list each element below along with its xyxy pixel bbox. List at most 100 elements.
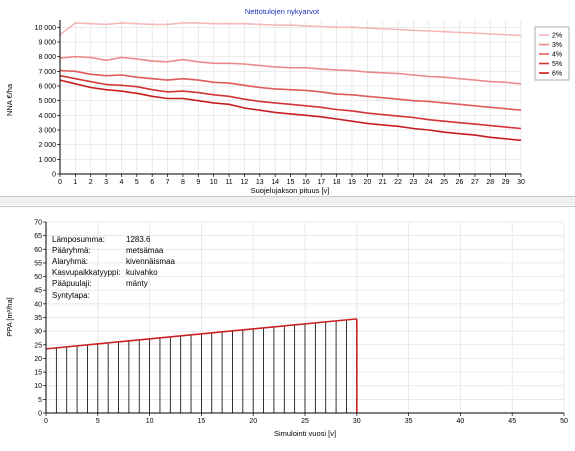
x-tick-label: 35 <box>405 418 413 425</box>
x-tick-label: 5 <box>135 179 139 186</box>
x-tick-label: 18 <box>333 179 341 186</box>
site-info: Lämposumma: 1283.6 Pääryhmä: metsämaa Al… <box>52 235 175 300</box>
y-tick-label: 45 <box>34 288 42 295</box>
grid <box>59 20 522 175</box>
x-tick-label: 10 <box>210 179 218 186</box>
info-value-sub-group: kivennäismaa <box>126 257 175 266</box>
x-tick-label: 0 <box>58 179 62 186</box>
y-tick-label: 30 <box>34 329 42 336</box>
x-axis-title: Suojelujakson pituus [v] <box>251 186 330 195</box>
y-tick-label: 5 <box>38 397 42 404</box>
info-label-temperature-sum: Lämposumma: <box>52 235 105 244</box>
x-tick-label: 2 <box>89 179 93 186</box>
x-tick-label: 24 <box>425 179 433 186</box>
x-tick-label: 27 <box>471 179 479 186</box>
y-tick-label: 10 <box>34 383 42 390</box>
y-tick-label: 3 000 <box>38 128 56 135</box>
year-drop-lines <box>55 319 347 413</box>
series-line-6pct <box>59 79 522 142</box>
info-label-site-type: Kasvupaikkatyyppi: <box>52 268 120 277</box>
npv-line-chart: Nettotulojen nykyarvot 0 1 000 2 000 3 000 4… <box>5 7 570 195</box>
basal-area-chart: 0 5 10 15 20 25 30 35 40 45 50 55 60 65 70 0 5 10 15 20 25 3… <box>5 220 568 439</box>
x-tick-label: 13 <box>256 179 264 186</box>
info-label-sub-group: Alaryhmä: <box>52 257 88 266</box>
x-tick-label: 45 <box>508 418 516 425</box>
y-tick-label: 0 <box>38 411 42 418</box>
x-tick-label: 50 <box>560 418 568 425</box>
y-tick-label: 60 <box>34 247 42 254</box>
info-value-site-type: kuivahko <box>126 268 158 277</box>
y-tick-label: 35 <box>34 315 42 322</box>
info-value-main-species: mänty <box>126 279 148 288</box>
y-ticks: 0 5 10 15 20 25 30 35 40 45 50 55 60 65 70 <box>34 220 46 418</box>
legend-label: 2% <box>552 33 562 40</box>
legend: 2% 3% 4% 5% 6% <box>534 26 570 81</box>
y-tick-label: 20 <box>34 356 42 363</box>
x-tick-label: 1 <box>73 179 77 186</box>
y-tick-label: 2 000 <box>38 142 56 149</box>
x-tick-label: 16 <box>302 179 310 186</box>
x-tick-label: 15 <box>287 179 295 186</box>
y-tick-label: 15 <box>34 370 42 377</box>
y-tick-label: 5 000 <box>38 98 56 105</box>
x-tick-label: 14 <box>271 179 279 186</box>
x-tick-label: 20 <box>363 179 371 186</box>
x-tick-label: 4 <box>120 179 124 186</box>
x-tick-label: 7 <box>166 179 170 186</box>
panel-splitter[interactable] <box>0 197 575 205</box>
x-tick-label: 28 <box>486 179 494 186</box>
y-tick-label: 70 <box>34 220 42 227</box>
info-value-main-group: metsämaa <box>126 246 164 255</box>
y-tick-label: 10 000 <box>35 25 57 32</box>
legend-label: 5% <box>552 61 562 68</box>
y-tick-label: 4 000 <box>38 113 56 120</box>
x-tick-label: 15 <box>198 418 206 425</box>
x-tick-label: 30 <box>517 179 525 186</box>
x-tick-label: 30 <box>353 418 361 425</box>
x-tick-label: 6 <box>150 179 154 186</box>
info-value-temperature-sum: 1283.6 <box>126 235 151 244</box>
y-tick-label: 55 <box>34 260 42 267</box>
x-axis-title: Simulointi vuosi [v] <box>274 429 336 438</box>
y-tick-label: 65 <box>34 233 42 240</box>
x-tick-label: 20 <box>249 418 257 425</box>
x-tick-label: 19 <box>348 179 356 186</box>
y-axis-title: NNA €/ha <box>5 83 14 116</box>
npv-chart-panel: Nettotulojen nykyarvot 0 1 000 2 000 3 000 4… <box>0 0 575 197</box>
x-ticks: 0 1 2 3 4 5 6 7 8 9 10 11 12 13 14 15 16 17 18 19 20 21 22 23 24… <box>58 174 525 186</box>
series-lines <box>59 22 522 142</box>
x-tick-label: 3 <box>104 179 108 186</box>
x-tick-label: 23 <box>410 179 418 186</box>
basal-area-series <box>45 318 358 413</box>
info-label-main-group: Pääryhmä: <box>52 246 91 255</box>
legend-entries: 2% 3% 4% 5% 6% <box>539 33 562 78</box>
y-tick-label: 9 000 <box>38 40 56 47</box>
x-tick-label: 9 <box>196 179 200 186</box>
y-ticks: 0 1 000 2 000 3 000 4 000 5 000 6 000 7 000 8 00… <box>35 25 60 179</box>
x-tick-label: 29 <box>502 179 510 186</box>
x-tick-label: 11 <box>225 179 232 186</box>
x-tick-label: 12 <box>241 179 249 186</box>
info-label-main-species: Pääpuulaji: <box>52 279 92 288</box>
y-tick-label: 25 <box>34 342 42 349</box>
x-tick-label: 21 <box>379 179 387 186</box>
y-tick-label: 1 000 <box>38 157 56 164</box>
x-tick-label: 8 <box>181 179 185 186</box>
x-ticks: 0 5 10 15 20 25 30 35 40 45 50 <box>44 413 568 425</box>
x-tick-label: 10 <box>146 418 154 425</box>
info-label-origin: Syntytapa: <box>52 291 90 300</box>
y-tick-label: 8 000 <box>38 54 56 61</box>
x-tick-label: 5 <box>96 418 100 425</box>
y-tick-label: 40 <box>34 301 42 308</box>
basal-area-chart-panel: 0 5 10 15 20 25 30 35 40 45 50 55 60 65 70 0 5 10 15 20 25 3… <box>0 206 575 446</box>
x-tick-label: 26 <box>456 179 464 186</box>
y-tick-label: 6 000 <box>38 84 56 91</box>
series-line-4pct <box>59 69 522 111</box>
basal-area-line <box>45 318 357 350</box>
x-tick-label: 17 <box>317 179 325 186</box>
series-line-3pct <box>59 55 522 85</box>
y-axis-title: PPA [m²/ha] <box>5 297 14 336</box>
y-tick-label: 0 <box>52 172 56 179</box>
legend-label: 3% <box>552 42 562 49</box>
